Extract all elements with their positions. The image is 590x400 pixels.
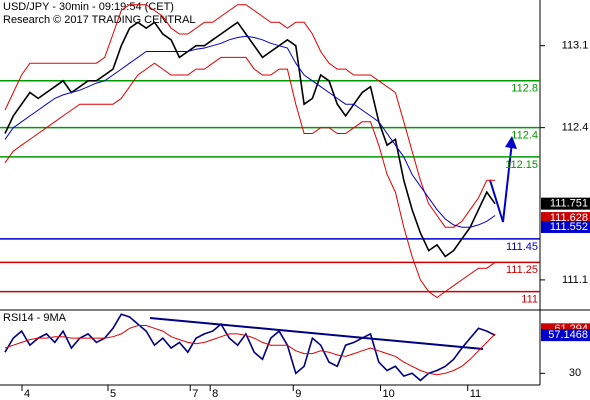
series-line: [4, 21, 496, 258]
series-line: [4, 325, 496, 376]
x-tick-label: 8: [212, 388, 218, 400]
level-label: 111.45: [506, 241, 538, 253]
chart-title: USD/JPY - 30min - 09:19:54 (CET): [3, 1, 174, 13]
projection-arrow: [489, 141, 513, 223]
price-tag: [541, 220, 590, 233]
x-tick-label: 10: [382, 388, 394, 400]
level-label: 112.15: [505, 159, 538, 171]
price-tag-label: 111.751: [550, 198, 588, 210]
series-line: [4, 4, 496, 228]
x-tick-label: 7: [192, 388, 198, 400]
chart-subtitle: Research © 2017 TRADING CENTRAL: [3, 14, 196, 26]
y-tick-label: 113.1: [562, 40, 589, 52]
x-tick-label: 5: [110, 388, 116, 400]
level-label: 112.4: [511, 130, 538, 142]
arrowhead: [505, 136, 517, 149]
series-line: [4, 56, 496, 299]
level-label: 112.8: [511, 83, 538, 95]
x-tick-label: 4: [24, 388, 30, 400]
level-label: 111: [521, 294, 538, 306]
x-tick-label: 11: [470, 388, 481, 400]
price-tag-label: 111.552: [550, 221, 588, 233]
price-tag: [541, 329, 590, 342]
y-tick-label: 112.4: [562, 122, 589, 134]
rsi-title: RSI14 - 9MA: [3, 312, 67, 324]
series-line: [4, 313, 496, 382]
level-label: 111.25: [506, 264, 538, 276]
y-tick-label: 111.1: [562, 274, 588, 286]
rsi-trendline: [149, 317, 484, 350]
y-tick-label: 30: [569, 367, 581, 379]
price-tag: [541, 197, 590, 210]
x-tick-label: 9: [295, 388, 301, 400]
price-tag-label: 57.1468: [548, 329, 588, 341]
series-line: [4, 35, 496, 228]
